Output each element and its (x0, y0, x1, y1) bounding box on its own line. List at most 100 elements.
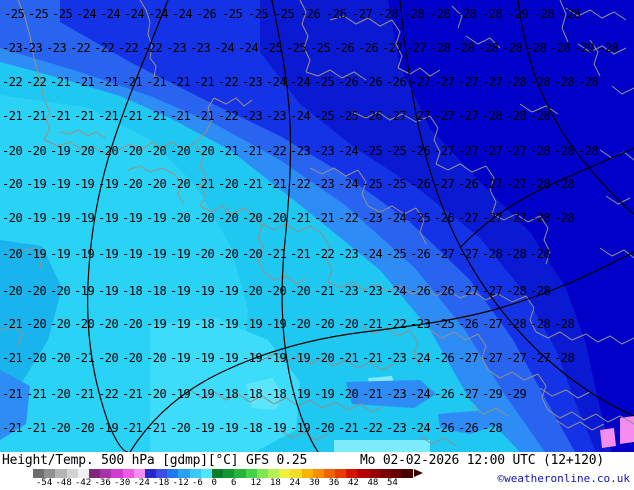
temperature-label: -22 (218, 75, 239, 89)
temperature-label: -25 (52, 7, 73, 21)
temperature-label: -20 (314, 421, 335, 435)
temperature-label: -23 (2, 41, 23, 55)
temperature-label: -22 (218, 109, 239, 123)
temperature-label: -27 (410, 75, 431, 89)
temperature-label: -29 (506, 387, 527, 401)
colorbar-swatch (368, 469, 380, 478)
temperature-label: -23 (314, 177, 335, 191)
fill-cyan-pale-2 (334, 440, 430, 452)
temperature-label: -27 (458, 144, 479, 158)
temperature-label: -20 (50, 387, 71, 401)
colorbar-swatch (267, 469, 280, 478)
temperature-label: -20 (122, 144, 143, 158)
temperature-label: -23 (386, 351, 407, 365)
map-footer: Height/Temp. 500 hPa [gdmp][°C] GFS 0.25… (0, 452, 634, 490)
temperature-label: -19 (170, 387, 191, 401)
temperature-label: -20 (50, 351, 71, 365)
temperature-label: -28 (554, 211, 575, 225)
temperature-label: -23 (410, 317, 431, 331)
temperature-label: -20 (50, 284, 71, 298)
temperature-label: -28 (554, 75, 575, 89)
temperature-label: -22 (26, 75, 47, 89)
temperature-label: -22 (386, 317, 407, 331)
temperature-label: -27 (406, 41, 427, 55)
temperature-label: -21 (26, 109, 47, 123)
temperature-label: -20 (122, 351, 143, 365)
temperature-label: -26 (434, 421, 455, 435)
temperature-label: -24 (266, 75, 287, 89)
temperature-label: -19 (74, 211, 95, 225)
temperature-label: -21 (194, 109, 215, 123)
temperature-label: -19 (266, 317, 287, 331)
temperature-label: -26 (326, 7, 347, 21)
temperature-label: -19 (26, 247, 47, 261)
temperature-label: -26 (334, 41, 355, 55)
temperature-label: -21 (266, 177, 287, 191)
colorbar-tick-label: 48 (367, 478, 379, 488)
temperature-label: -20 (218, 247, 239, 261)
temperature-label: -28 (554, 317, 575, 331)
temperature-label: -25 (338, 109, 359, 123)
temperature-label: -21 (266, 247, 287, 261)
temperature-label: -21 (2, 351, 23, 365)
temperature-label: -24 (290, 75, 311, 89)
colorbar-swatch (402, 469, 414, 478)
temperature-label: -21 (122, 75, 143, 89)
temperature-label: -25 (286, 41, 307, 55)
temperature-label: -20 (170, 211, 191, 225)
colorbar-swatch (223, 469, 235, 478)
temperature-label: -19 (146, 317, 167, 331)
temperature-label: -23 (338, 284, 359, 298)
temperature-label: -26 (358, 41, 379, 55)
temperature-label: -19 (50, 211, 71, 225)
temperature-label: -27 (386, 109, 407, 123)
temperature-label: -25 (386, 144, 407, 158)
temperature-label: -28 (404, 7, 425, 21)
temperature-label: -28 (378, 7, 399, 21)
temperature-label: -20 (242, 284, 263, 298)
temperature-label: -20 (290, 317, 311, 331)
temperature-label: -27 (434, 109, 455, 123)
temperature-label: -18 (242, 421, 263, 435)
colorbar-tick-label: 0 (211, 478, 217, 488)
temperature-label: -20 (2, 177, 23, 191)
temperature-label: -25 (386, 177, 407, 191)
temperature-label: -28 (502, 41, 523, 55)
colorbar-swatch (122, 469, 134, 478)
temperature-label: -20 (2, 247, 23, 261)
colorbar-swatch (44, 469, 56, 478)
temperature-label: -21 (2, 421, 23, 435)
temperature-label: -20 (98, 144, 119, 158)
temperature-label: -24 (100, 7, 121, 21)
temperature-label: -29 (482, 387, 503, 401)
temperature-label: -21 (362, 317, 383, 331)
temperature-label: -18 (146, 284, 167, 298)
fill-magenta-speck (620, 416, 634, 444)
temperature-label: -21 (122, 387, 143, 401)
temperature-label: -27 (482, 75, 503, 89)
colorbar-tick-label: -48 (55, 478, 72, 488)
temperature-label: -20 (74, 144, 95, 158)
temperature-label: -20 (194, 247, 215, 261)
temperature-label: -22 (266, 144, 287, 158)
gfs-500hpa-map[interactable]: -25 -25 -25 -24 -24 -24 -24 -24 -26 -25 -25 -25 -26-… (0, 0, 634, 452)
temperature-label: -22 (362, 421, 383, 435)
temperature-label: -20 (290, 284, 311, 298)
temperature-label: -21 (26, 421, 47, 435)
colorbar-tick-label: 6 (231, 478, 237, 488)
temperature-label: -20 (170, 421, 191, 435)
temperature-label: -20 (50, 317, 71, 331)
temperature-label: -27 (458, 387, 479, 401)
temperature-label: -19 (242, 351, 263, 365)
temperature-label: -25 (310, 41, 331, 55)
temperature-label: -26 (338, 75, 359, 89)
temperature-label: -21 (74, 109, 95, 123)
temperature-label: -27 (530, 351, 551, 365)
temperature-label: -21 (362, 351, 383, 365)
temperature-label: -28 (482, 7, 503, 21)
temperature-colorbar[interactable] (33, 469, 414, 478)
temperature-label: -28 (554, 177, 575, 191)
temperature-label: -19 (26, 177, 47, 191)
temperature-label: -28 (530, 177, 551, 191)
